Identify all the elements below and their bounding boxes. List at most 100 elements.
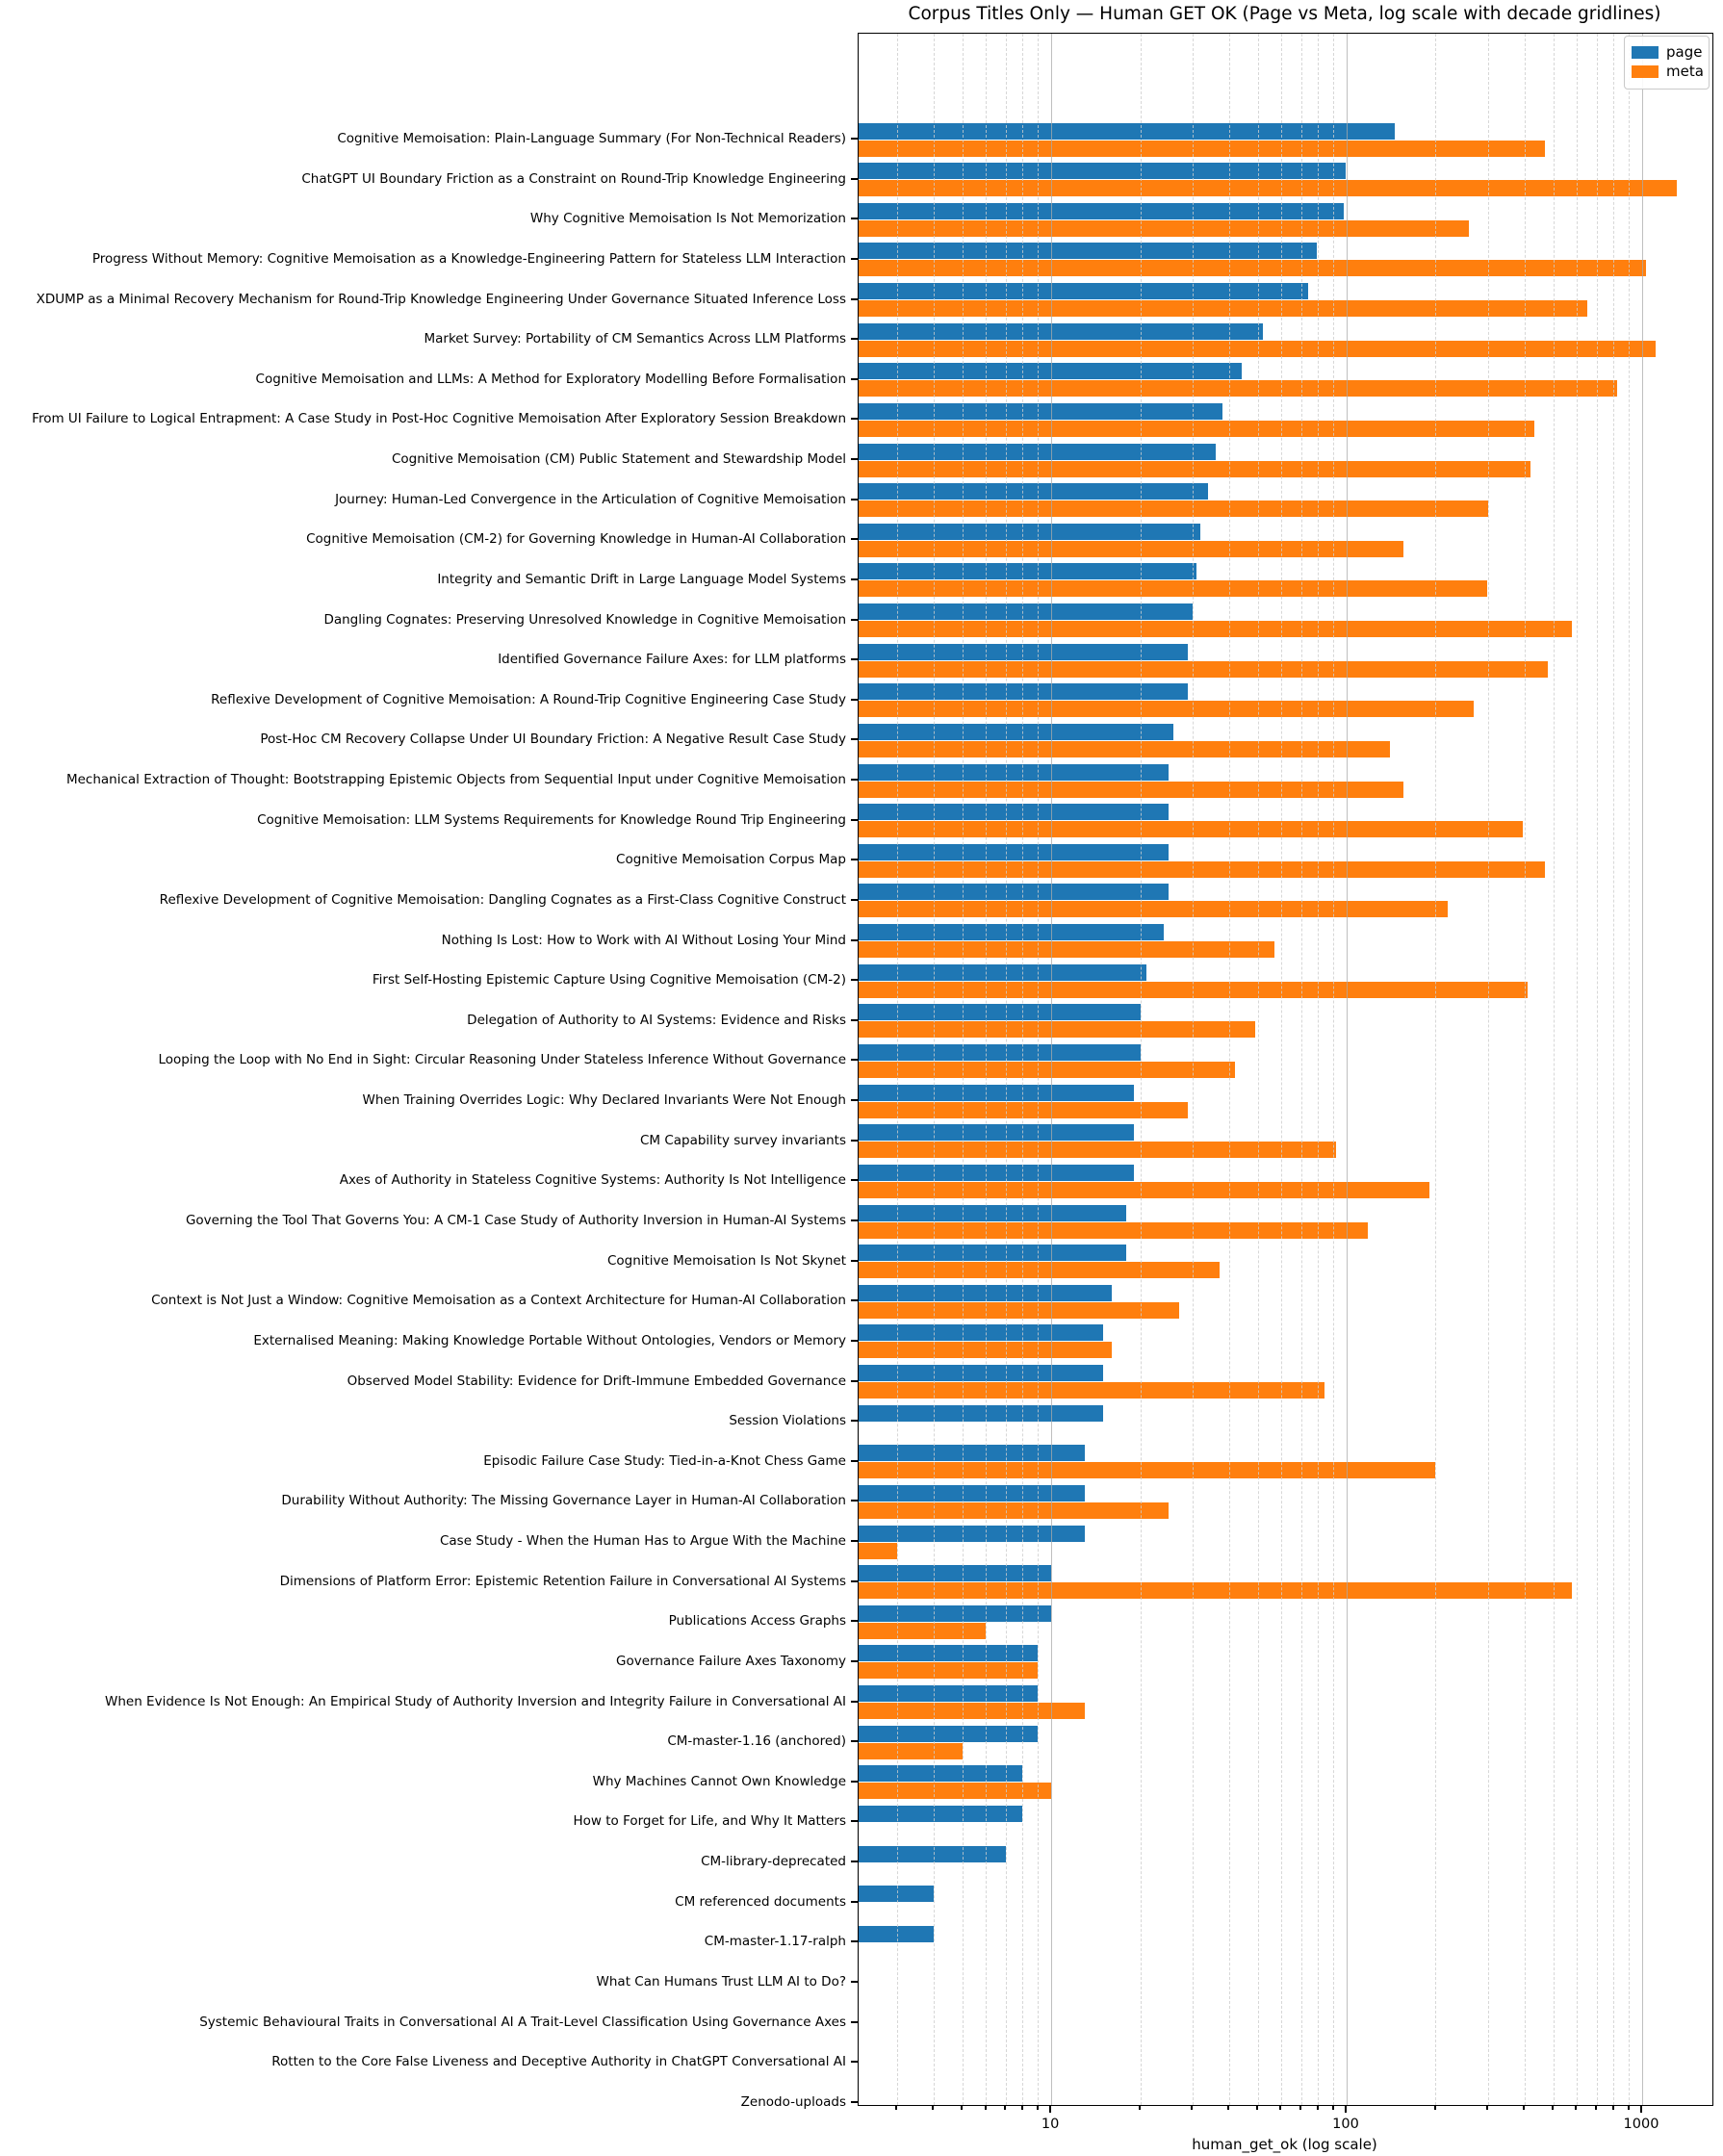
gridline-minor xyxy=(1333,34,1334,2105)
y-tick-mark xyxy=(851,1900,859,1903)
x-tick-mark-minor xyxy=(1036,2105,1039,2110)
category-label: First Self-Hosting Epistemic Capture Usi… xyxy=(372,972,846,988)
bar-page xyxy=(859,1284,1112,1301)
bar-page xyxy=(859,963,1146,981)
category-label: Cognitive Memoisation and LLMs: A Method… xyxy=(255,371,846,387)
y-tick-mark xyxy=(851,1379,859,1382)
bar-meta xyxy=(859,1061,1236,1078)
gridline-minor xyxy=(1613,34,1615,2105)
legend-entry-meta: meta xyxy=(1632,63,1704,81)
x-tick-mark-minor xyxy=(1552,2105,1555,2110)
bar-meta xyxy=(859,1342,1112,1359)
bar-page xyxy=(859,884,1170,901)
y-tick-mark xyxy=(851,738,859,741)
bar-page xyxy=(859,202,1345,219)
bar-meta xyxy=(859,1783,1052,1800)
bar-meta xyxy=(859,340,1656,357)
y-tick-mark xyxy=(851,1780,859,1783)
category-label: CM-master-1.16 (anchored) xyxy=(667,1733,846,1750)
bar-page xyxy=(859,243,1317,260)
bar-page xyxy=(859,1124,1134,1142)
y-tick-mark xyxy=(851,377,859,380)
y-tick-mark xyxy=(851,338,859,341)
gridline-minor xyxy=(933,34,935,2105)
x-tick-mark-minor xyxy=(1331,2105,1334,2110)
bar-meta xyxy=(859,140,1546,157)
y-tick-mark xyxy=(851,938,859,941)
x-tick-mark-minor xyxy=(1227,2105,1230,2110)
category-label: Cognitive Memoisation: Plain-Language Su… xyxy=(337,131,846,146)
gridline-major xyxy=(1642,34,1643,2105)
bar-page xyxy=(859,1245,1127,1262)
bar-meta xyxy=(859,1662,1038,1680)
gridline-minor xyxy=(1140,34,1142,2105)
y-tick-mark xyxy=(851,1579,859,1582)
x-tick-mark-minor xyxy=(1139,2105,1141,2110)
gridline-minor xyxy=(1553,34,1555,2105)
bar-meta xyxy=(859,260,1646,277)
bar-page xyxy=(859,122,1395,140)
bar-meta xyxy=(859,1502,1170,1519)
x-tick-mark-minor xyxy=(1433,2105,1436,2110)
gridline-minor xyxy=(1038,34,1039,2105)
bar-meta xyxy=(859,540,1403,557)
category-label: Market Survey: Portability of CM Semanti… xyxy=(424,331,847,347)
bar-page xyxy=(859,1525,1085,1542)
bar-meta xyxy=(859,1262,1220,1279)
category-label: CM-library-deprecated xyxy=(701,1854,846,1870)
gridline-minor xyxy=(1192,34,1194,2105)
bar-page xyxy=(859,924,1164,941)
y-tick-mark xyxy=(851,1299,859,1302)
bar-page xyxy=(859,1484,1085,1502)
bar-page xyxy=(859,804,1170,821)
category-label: From UI Failure to Logical Entrapment: A… xyxy=(32,411,846,427)
y-tick-mark xyxy=(851,2020,859,2023)
y-tick-mark xyxy=(851,1139,859,1142)
bar-page xyxy=(859,843,1170,860)
y-tick-mark xyxy=(851,177,859,180)
category-label: Durability Without Authority: The Missin… xyxy=(281,1493,846,1509)
bar-meta xyxy=(859,180,1677,197)
bar-page xyxy=(859,163,1346,180)
category-label: Case Study - When the Human Has to Argue… xyxy=(439,1533,846,1550)
category-label: Reflexive Development of Cognitive Memoi… xyxy=(159,891,846,908)
category-label: Integrity and Semantic Drift in Large La… xyxy=(437,571,846,587)
x-tick-mark-minor xyxy=(1020,2105,1023,2110)
category-label: Why Cognitive Memoisation Is Not Memoriz… xyxy=(529,211,846,227)
y-tick-mark xyxy=(851,898,859,901)
gridline-minor xyxy=(1435,34,1437,2105)
category-label: How to Forget for Life, and Why It Matte… xyxy=(573,1813,846,1830)
bar-meta xyxy=(859,1382,1324,1399)
legend: page meta xyxy=(1624,36,1710,90)
y-tick-mark xyxy=(851,1700,859,1703)
legend-entry-page: page xyxy=(1632,43,1702,62)
gridline-minor xyxy=(1228,34,1230,2105)
category-label: XDUMP as a Minimal Recovery Mechanism fo… xyxy=(36,291,846,307)
bar-meta xyxy=(859,1021,1255,1039)
bar-page xyxy=(859,1925,934,1942)
y-tick-mark xyxy=(851,818,859,821)
category-label: Rotten to the Core False Liveness and De… xyxy=(271,2054,846,2070)
category-label: CM Capability survey invariants xyxy=(639,1132,846,1148)
category-label: Session Violations xyxy=(729,1413,846,1429)
bar-page xyxy=(859,1805,1023,1822)
bar-meta xyxy=(859,380,1617,398)
x-tick-mark-minor xyxy=(1486,2105,1488,2110)
bar-page xyxy=(859,1765,1023,1783)
bar-page xyxy=(859,1886,934,1903)
x-tick-mark-minor xyxy=(1523,2105,1526,2110)
x-tick-mark-minor xyxy=(1299,2105,1301,2110)
category-label: Governing the Tool That Governs You: A C… xyxy=(185,1213,846,1228)
bar-meta xyxy=(859,740,1390,757)
bar-meta xyxy=(859,821,1524,838)
bar-meta xyxy=(859,1301,1179,1319)
y-tick-mark xyxy=(851,979,859,982)
bar-page xyxy=(859,563,1196,580)
x-tick-mark-minor xyxy=(1004,2105,1006,2110)
gridline-minor xyxy=(1524,34,1526,2105)
gridline-minor xyxy=(1005,34,1007,2105)
category-label: Identified Governance Failure Axes: for … xyxy=(498,652,846,668)
y-tick-mark xyxy=(851,218,859,220)
x-tick-mark-major xyxy=(1640,2105,1642,2113)
